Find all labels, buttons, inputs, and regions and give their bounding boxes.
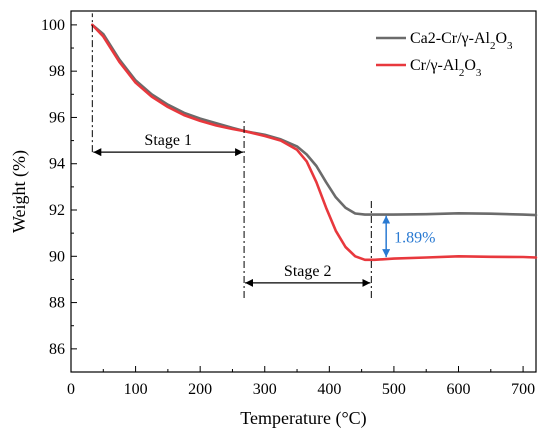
series-line-ca2-cr — [91, 23, 538, 217]
x-tick-label: 100 — [124, 381, 148, 398]
legend-label: Ca2-Cr/γ-Al2O3 — [410, 30, 513, 52]
stage2-label: Stage 2 — [284, 263, 332, 280]
y-tick-label: 100 — [41, 17, 65, 34]
series-line-cr — [91, 23, 538, 262]
y-tick-label: 90 — [49, 248, 65, 265]
y-tick-label: 92 — [49, 202, 65, 219]
y-tick-label: 96 — [49, 109, 65, 126]
x-tick-label: 300 — [253, 381, 277, 398]
y-tick-label: 98 — [49, 63, 65, 80]
x-tick-label: 400 — [317, 381, 341, 398]
annotation-layer: Stage 1 Stage 2 1.89% — [91, 13, 435, 298]
y-tick-label: 86 — [49, 341, 65, 358]
legend-label: Cr/γ-Al2O3 — [410, 57, 482, 79]
x-tick-label: 500 — [382, 381, 406, 398]
difference-label: 1.89% — [394, 229, 435, 246]
x-tick-label: 200 — [188, 381, 212, 398]
stage1-label: Stage 1 — [144, 132, 192, 149]
y-tick-label: 88 — [49, 295, 65, 312]
plot-frame — [70, 10, 537, 373]
y-axis-title: Weight (%) — [9, 150, 30, 233]
series-layer — [91, 23, 538, 262]
y-tick-label: 94 — [49, 156, 65, 173]
x-tick-label: 700 — [511, 381, 535, 398]
axes-layer: 0 100 200 300 400 500 600 700 86 88 90 92 94 96 98 100 — [41, 10, 537, 398]
legend: Ca2-Cr/γ-Al2O3 Cr/γ-Al2O3 — [376, 30, 513, 79]
x-axis-title: Temperature (°C) — [240, 408, 366, 429]
x-tick-label: 0 — [67, 381, 75, 398]
x-tick-label: 600 — [447, 381, 471, 398]
